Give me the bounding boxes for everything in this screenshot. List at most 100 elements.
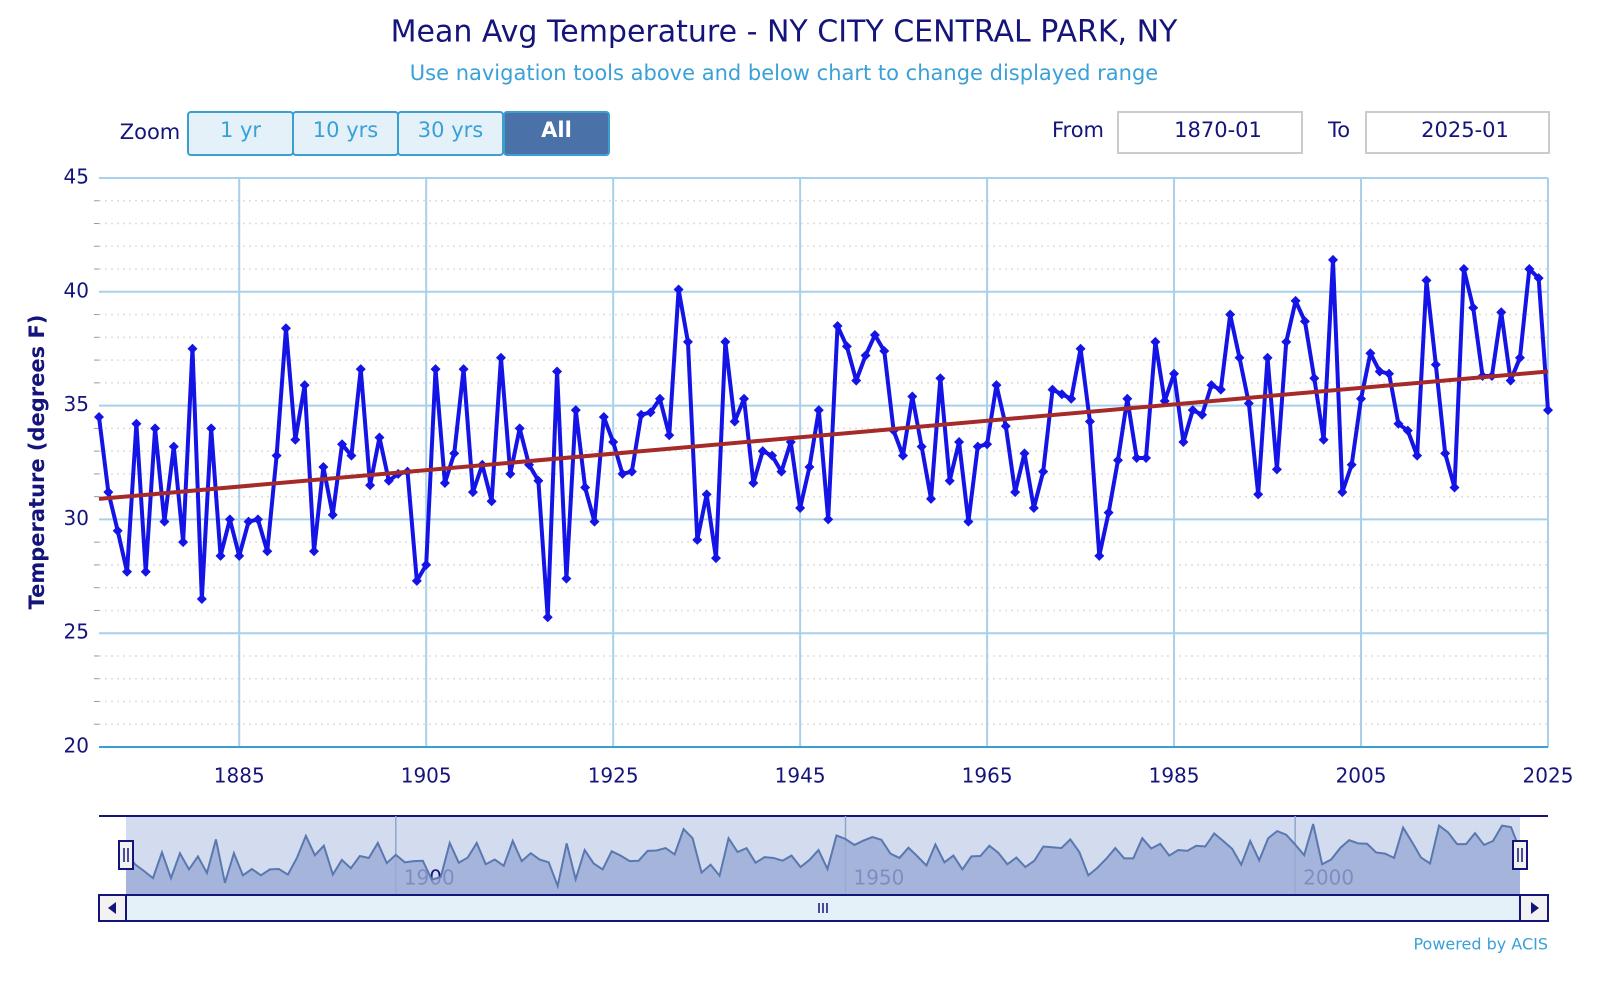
data-point[interactable] [729,416,740,427]
data-point[interactable] [935,373,946,384]
data-point[interactable] [1084,416,1095,427]
data-point[interactable] [757,446,768,457]
data-point[interactable] [1019,448,1030,459]
data-point[interactable] [1496,307,1507,318]
data-point[interactable] [1449,482,1460,493]
credit[interactable]: Powered by ACIS [1413,935,1548,954]
data-point[interactable] [626,466,637,477]
data-point[interactable] [739,393,750,404]
data-point[interactable] [1271,464,1282,475]
data-point[interactable] [767,450,778,461]
data-point[interactable] [150,423,161,434]
data-point[interactable] [682,336,693,347]
data-point[interactable] [290,434,301,445]
data-point[interactable] [252,514,263,525]
data-point[interactable] [1243,398,1254,409]
data-point[interactable] [1150,336,1161,347]
data-point[interactable] [467,487,478,498]
data-point[interactable] [795,503,806,514]
data-point[interactable] [701,489,712,500]
data-point[interactable] [346,450,357,461]
data-point[interactable] [411,575,422,586]
data-point[interactable] [1365,348,1376,359]
data-point[interactable] [224,514,235,525]
data-point[interactable] [897,450,908,461]
zoom-button-label[interactable]: 10 yrs [313,118,378,142]
data-point[interactable] [122,566,133,577]
data-point[interactable] [1318,434,1329,445]
data-point[interactable] [112,525,123,536]
data-point[interactable] [495,352,506,363]
data-point[interactable] [664,430,675,441]
data-point[interactable] [823,514,834,525]
data-point[interactable] [168,441,179,452]
data-point[interactable] [1356,393,1367,404]
data-point[interactable] [1066,393,1077,404]
data-point[interactable] [140,566,151,577]
data-point[interactable] [1505,375,1516,386]
data-point[interactable] [561,573,572,584]
data-point[interactable] [1533,273,1544,284]
data-point[interactable] [1206,380,1217,391]
data-point[interactable] [327,509,338,520]
data-point[interactable] [449,448,460,459]
data-point[interactable] [851,375,862,386]
data-point[interactable] [159,516,170,527]
data-point[interactable] [542,612,553,623]
data-point[interactable] [271,450,282,461]
data-point[interactable] [608,437,619,448]
data-point[interactable] [1253,489,1264,500]
data-point[interactable] [580,482,591,493]
zoom-button-label[interactable]: All [541,118,572,142]
data-point[interactable] [365,480,376,491]
data-point[interactable] [944,475,955,486]
data-point[interactable] [1056,389,1067,400]
data-point[interactable] [645,407,656,418]
data-point[interactable] [131,418,142,429]
data-point[interactable] [570,405,581,416]
data-point[interactable] [421,559,432,570]
data-point[interactable] [972,441,983,452]
data-point[interactable] [1421,275,1432,286]
data-point[interactable] [1225,309,1236,320]
data-point[interactable] [486,496,497,507]
data-point[interactable] [318,462,329,473]
data-point[interactable] [926,493,937,504]
data-point[interactable] [337,439,348,450]
data-point[interactable] [1337,487,1348,498]
data-point[interactable] [243,516,254,527]
to-value[interactable]: 2025-01 [1421,118,1509,142]
data-point[interactable] [1178,437,1189,448]
data-point[interactable] [1112,455,1123,466]
data-point[interactable] [374,432,385,443]
to-input[interactable] [1365,111,1550,154]
data-point[interactable] [954,437,965,448]
data-point[interactable] [813,405,824,416]
zoom-button-label[interactable]: 30 yrs [418,118,483,142]
scroll-right-arrow[interactable] [1531,902,1539,914]
data-point[interactable] [1234,352,1245,363]
data-point[interactable] [617,468,628,479]
data-point[interactable] [1169,368,1180,379]
data-point[interactable] [1543,405,1553,416]
scroll-left-arrow[interactable] [108,902,116,914]
data-point[interactable] [458,364,469,375]
data-point[interactable] [280,323,291,334]
data-point[interactable] [533,475,544,486]
from-input[interactable] [1117,111,1303,154]
data-point[interactable] [1402,425,1413,436]
data-point[interactable] [1309,373,1320,384]
data-point[interactable] [1281,336,1292,347]
data-point[interactable] [654,393,665,404]
data-point[interactable] [982,439,993,450]
data-point[interactable] [309,546,320,557]
data-point[interactable] [598,411,609,422]
data-point[interactable] [178,537,189,548]
data-point[interactable] [1327,254,1338,265]
data-point[interactable] [206,423,217,434]
data-point[interactable] [1187,405,1198,416]
data-point[interactable] [1000,421,1011,432]
data-point[interactable] [1215,384,1226,395]
data-point[interactable] [187,343,198,354]
navigator-handle-right[interactable] [1512,840,1528,870]
